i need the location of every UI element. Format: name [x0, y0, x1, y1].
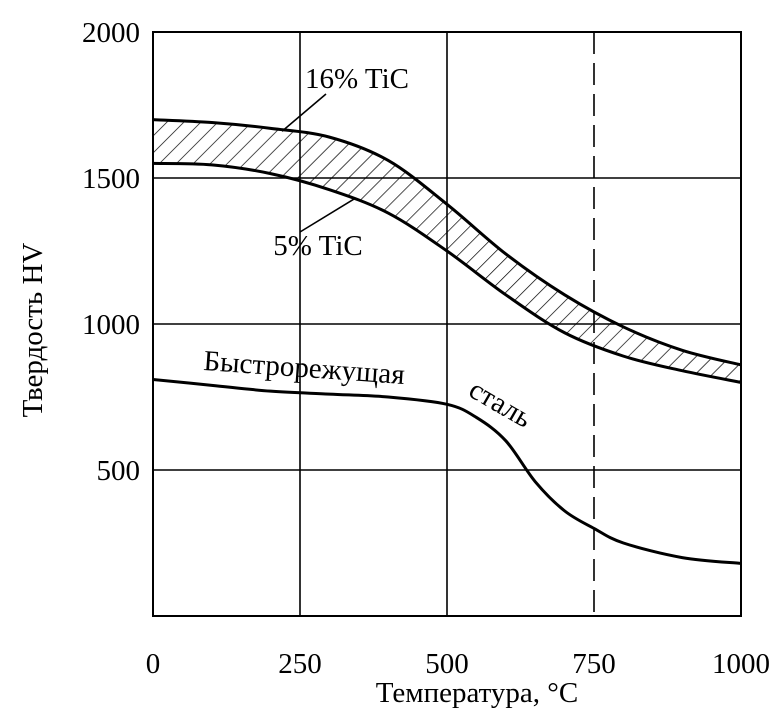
y-tick-label: 1000: [82, 309, 140, 341]
label-16-tic: 16% TiC: [305, 63, 409, 95]
x-tick-label: 750: [572, 648, 616, 680]
plot-frame: [152, 31, 742, 617]
y-axis-label: Твердость HV: [17, 243, 49, 418]
leader-16-tic: [281, 93, 327, 132]
grid-lines: [153, 32, 741, 616]
y-tick-labels: 500 1000 1500 2000: [82, 17, 140, 487]
x-tick-label: 250: [278, 648, 322, 680]
x-axis-label: Температура, °С: [376, 677, 578, 709]
leader-5-tic: [299, 197, 356, 233]
series-line-0: [152, 118, 742, 367]
label-high-speed-steel: Быстрорежущая: [203, 345, 406, 391]
y-tick-label: 1500: [82, 163, 140, 195]
series-lines: [152, 118, 742, 565]
y-tick-label: 500: [97, 455, 141, 487]
series-line-1: [152, 161, 742, 384]
x-tick-label: 0: [146, 648, 161, 680]
x-tick-label: 1000: [712, 648, 770, 680]
x-tick-labels: 0 250 500 750 1000: [146, 648, 770, 680]
series-line-2: [152, 377, 742, 565]
y-tick-label: 2000: [82, 17, 140, 49]
label-steel: сталь: [464, 373, 538, 434]
label-5-tic: 5% TiC: [273, 230, 362, 262]
x-tick-label: 500: [425, 648, 469, 680]
